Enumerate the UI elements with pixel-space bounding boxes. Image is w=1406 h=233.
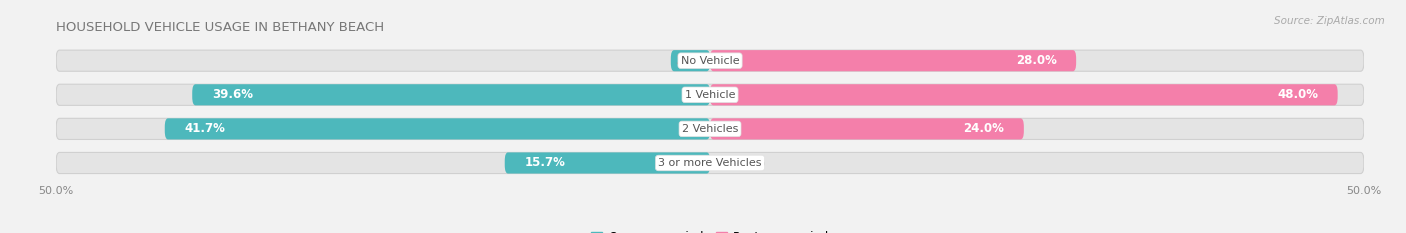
FancyBboxPatch shape: [505, 152, 710, 174]
Text: 3 or more Vehicles: 3 or more Vehicles: [658, 158, 762, 168]
Text: 3.0%: 3.0%: [676, 54, 706, 67]
FancyBboxPatch shape: [710, 50, 1076, 71]
FancyBboxPatch shape: [710, 84, 1337, 105]
Text: 2 Vehicles: 2 Vehicles: [682, 124, 738, 134]
Text: 28.0%: 28.0%: [1015, 54, 1056, 67]
Text: 48.0%: 48.0%: [1277, 88, 1317, 101]
Text: No Vehicle: No Vehicle: [681, 56, 740, 66]
FancyBboxPatch shape: [193, 84, 710, 105]
Text: HOUSEHOLD VEHICLE USAGE IN BETHANY BEACH: HOUSEHOLD VEHICLE USAGE IN BETHANY BEACH: [56, 21, 384, 34]
Text: 0.0%: 0.0%: [737, 157, 766, 169]
Text: 24.0%: 24.0%: [963, 122, 1004, 135]
FancyBboxPatch shape: [710, 118, 1024, 140]
FancyBboxPatch shape: [56, 84, 1364, 105]
FancyBboxPatch shape: [56, 152, 1364, 174]
Legend: Owner-occupied, Renter-occupied: Owner-occupied, Renter-occupied: [586, 226, 834, 233]
FancyBboxPatch shape: [56, 50, 1364, 71]
Text: 41.7%: 41.7%: [184, 122, 225, 135]
FancyBboxPatch shape: [165, 118, 710, 140]
Text: 1 Vehicle: 1 Vehicle: [685, 90, 735, 100]
Text: 15.7%: 15.7%: [524, 157, 565, 169]
FancyBboxPatch shape: [671, 50, 710, 71]
FancyBboxPatch shape: [56, 118, 1364, 140]
Text: 39.6%: 39.6%: [212, 88, 253, 101]
Text: Source: ZipAtlas.com: Source: ZipAtlas.com: [1274, 16, 1385, 26]
